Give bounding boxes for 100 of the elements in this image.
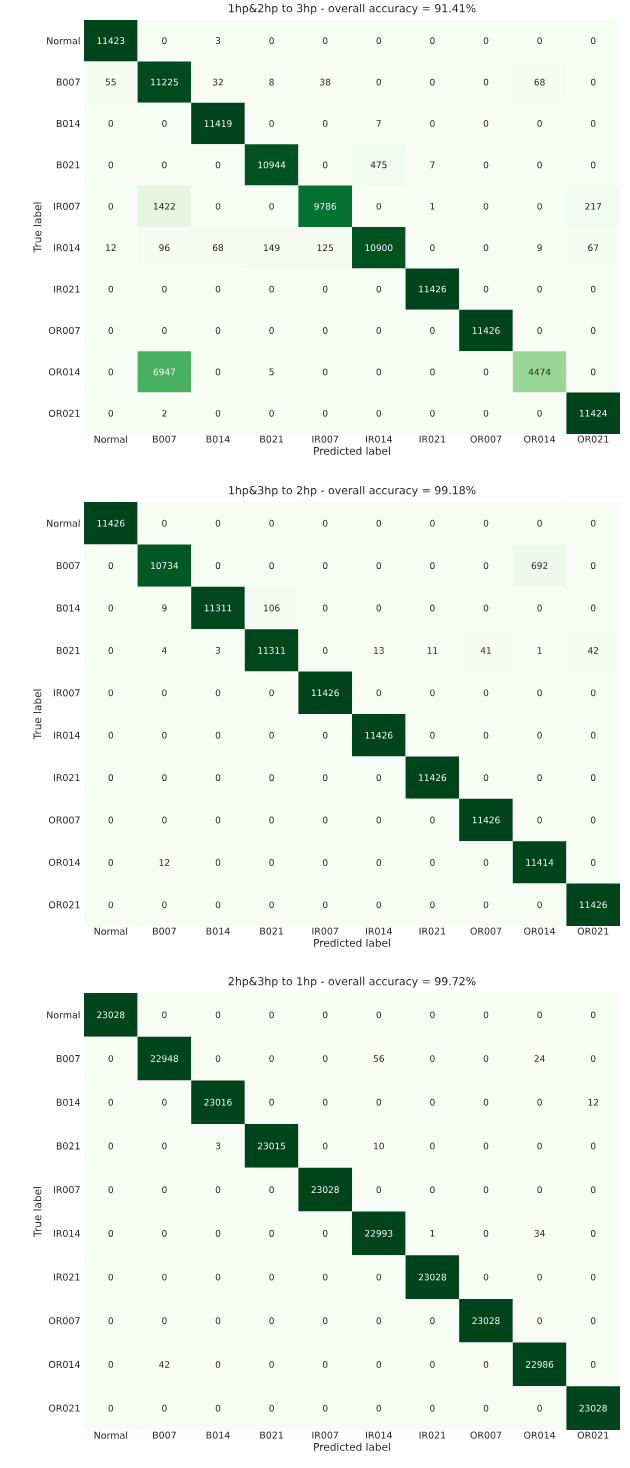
data-label: 11426 <box>365 731 393 739</box>
data-label: 0 <box>537 689 542 697</box>
data-label: 0 <box>215 859 221 866</box>
data-label: 0 <box>483 368 489 376</box>
data-label: 0 <box>215 285 221 293</box>
data-label: 475 <box>370 161 387 169</box>
data-label: 0 <box>162 1011 167 1019</box>
data-label: 0 <box>483 1229 489 1237</box>
data-label: 0 <box>162 1186 167 1194</box>
data-label: 0 <box>215 1317 221 1325</box>
y-tick-label: OR014 <box>48 368 80 376</box>
data-label: 0 <box>483 37 489 45</box>
data-label: 0 <box>430 37 435 45</box>
y-tick-label: Normal <box>47 519 80 527</box>
data-label: 0 <box>376 1317 382 1325</box>
y-tick-label: IR014 <box>53 244 80 252</box>
data-label: 0 <box>108 1361 114 1368</box>
data-label: 0 <box>162 1098 167 1106</box>
data-label: 0 <box>430 1361 435 1368</box>
data-label: 11426 <box>419 774 447 781</box>
x-tick-label: IR014 <box>366 1431 392 1439</box>
y-tick-label: OR007 <box>48 326 80 335</box>
data-label: 0 <box>322 1142 328 1150</box>
x-tick-label: OR021 <box>577 1431 609 1439</box>
data-label: 23015 <box>258 1142 286 1150</box>
data-label: 0 <box>590 816 596 824</box>
data-label: 0 <box>322 285 328 293</box>
data-label: 0 <box>537 285 542 293</box>
data-label: 0 <box>322 409 328 417</box>
data-label: 3 <box>215 1142 221 1150</box>
x-tick-label: B007 <box>153 927 176 935</box>
x-tick-label: IR021 <box>419 927 446 935</box>
data-label: 8 <box>269 78 274 86</box>
data-label: 106 <box>264 604 280 612</box>
data-label: 0 <box>430 368 435 376</box>
data-label: 0 <box>590 78 596 86</box>
x-tick-label: B007 <box>153 1431 176 1439</box>
y-tick-label: B021 <box>56 1142 80 1150</box>
data-label: 56 <box>373 1055 384 1062</box>
x-tick-label: B021 <box>260 435 284 443</box>
y-tick-label: IR007 <box>53 202 80 210</box>
data-label: 2 <box>162 409 167 417</box>
data-label: 0 <box>215 519 221 527</box>
data-label: 0 <box>483 1098 489 1106</box>
data-label: 10 <box>374 1142 384 1150</box>
x-tick-label: OR014 <box>524 435 556 443</box>
data-label: 10944 <box>258 161 286 169</box>
data-label: 0 <box>376 1404 382 1412</box>
data-label: 11426 <box>419 285 447 293</box>
data-label: 0 <box>537 731 542 739</box>
data-label: 11225 <box>151 78 178 86</box>
data-label: 11 <box>427 647 438 654</box>
data-label: 0 <box>590 1229 596 1237</box>
data-label: 22948 <box>150 1055 179 1062</box>
data-label: 0 <box>269 816 274 824</box>
data-label: 0 <box>430 901 435 909</box>
data-label: 0 <box>590 519 596 527</box>
data-label: 24 <box>534 1055 545 1062</box>
data-label: 0 <box>162 1229 167 1237</box>
data-label: 11426 <box>311 689 339 697</box>
data-label: 1 <box>537 647 542 654</box>
data-label: 0 <box>590 285 596 293</box>
data-label: 0 <box>269 1317 274 1325</box>
x-axis-title: Predicted label <box>314 938 390 947</box>
data-label: 0 <box>269 859 274 866</box>
x-tick-label: Normal <box>94 927 128 935</box>
data-label: 0 <box>215 731 221 739</box>
data-label: 42 <box>159 1361 170 1368</box>
data-label: 0 <box>322 1361 328 1368</box>
data-label: 0 <box>322 774 328 781</box>
data-label: 0 <box>590 1186 596 1194</box>
data-label: 9786 <box>314 202 337 210</box>
data-label: 0 <box>322 120 328 127</box>
data-label: 149 <box>264 244 280 252</box>
y-tick-label: B007 <box>56 562 80 570</box>
data-label: 11311 <box>258 647 286 654</box>
y-tick-label: B014 <box>56 119 80 128</box>
data-label: 0 <box>483 1142 489 1150</box>
data-label: 3 <box>215 37 221 45</box>
data-label: 0 <box>537 1404 542 1412</box>
x-tick-label: B014 <box>206 435 230 443</box>
data-label: 0 <box>269 901 274 909</box>
data-label: 0 <box>215 1011 221 1019</box>
data-label: 0 <box>108 774 114 781</box>
data-label: 0 <box>483 161 489 169</box>
data-label: 0 <box>376 37 382 45</box>
data-label: 0 <box>269 1186 274 1194</box>
data-label: 0 <box>108 1404 114 1412</box>
x-tick-label: B014 <box>206 1431 230 1439</box>
data-label: 0 <box>215 1273 221 1281</box>
x-tick-label: IR021 <box>419 435 446 443</box>
y-axis-title: True label <box>33 689 42 740</box>
data-label: 0 <box>108 1055 114 1062</box>
data-label: 0 <box>483 1055 489 1062</box>
data-label: 0 <box>215 368 221 376</box>
data-label: 4474 <box>528 368 551 376</box>
data-label: 0 <box>483 202 489 210</box>
data-label: 0 <box>483 731 489 739</box>
data-label: 0 <box>430 120 435 127</box>
data-label: 0 <box>269 285 274 293</box>
